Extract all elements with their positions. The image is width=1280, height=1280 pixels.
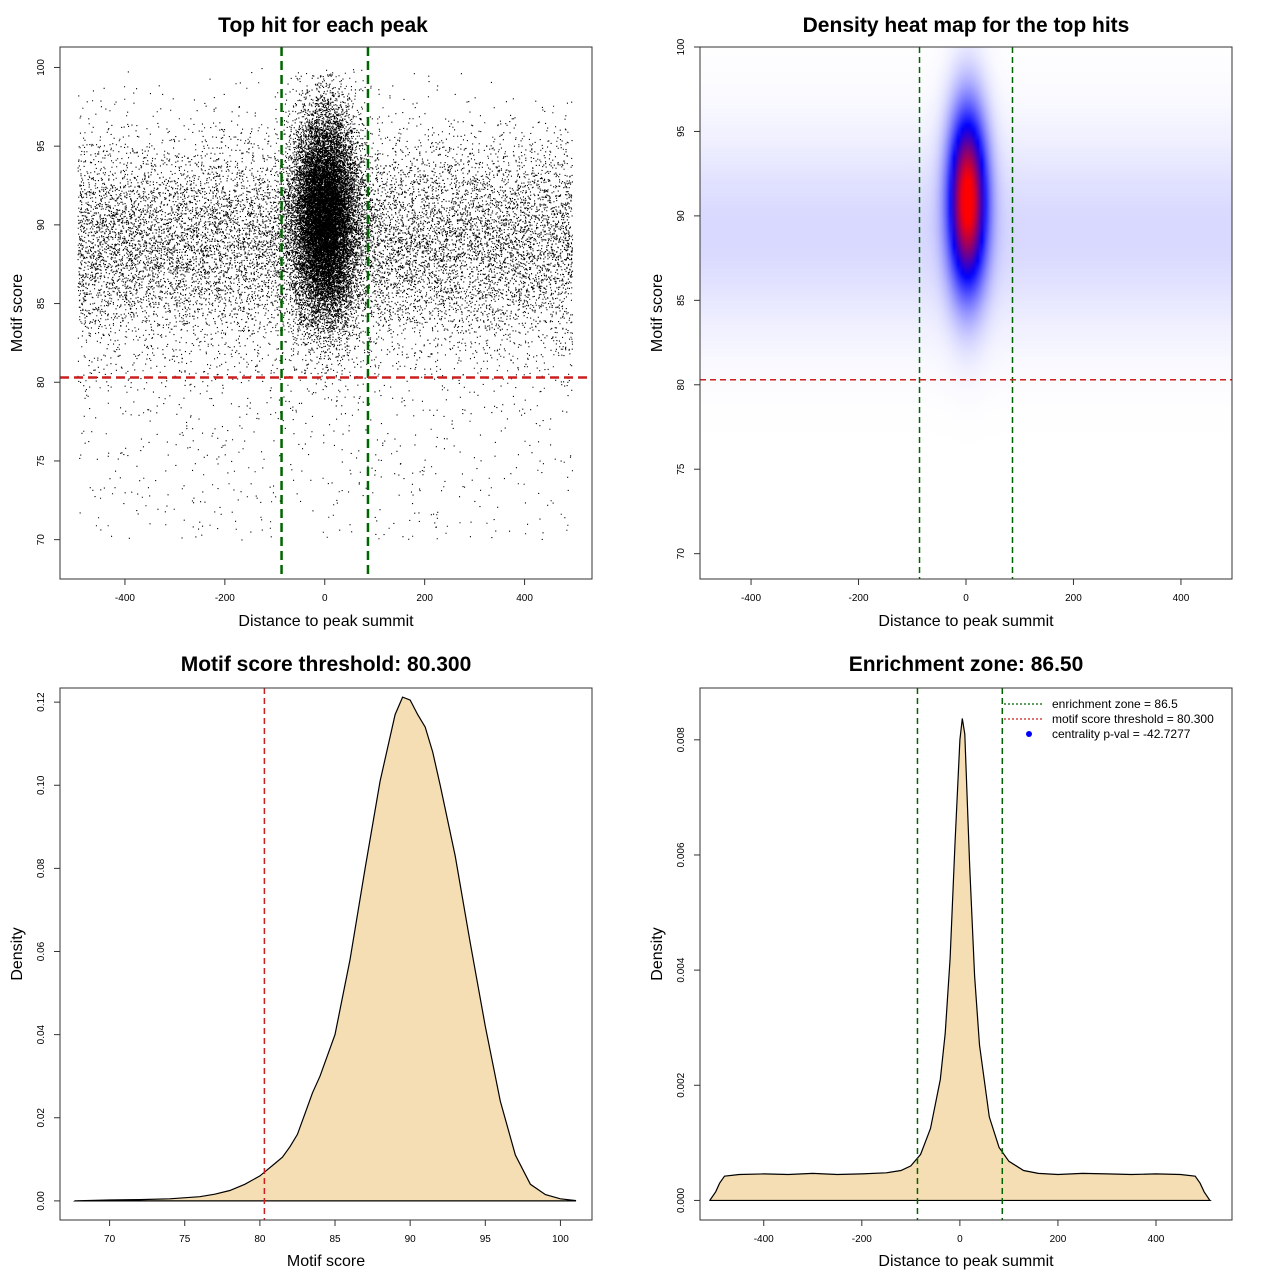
distance-density-y-tick-label: 0.008 (676, 727, 687, 752)
score-density-panel: Motif score threshold: 80.300 70 75 80 85 90… (9, 653, 593, 1270)
score-density-y-tick-label: 0.04 (36, 1024, 47, 1044)
score-density-y-tick-label: 0.06 (36, 941, 47, 961)
distance-density-x-tick-label: -200 (852, 1234, 872, 1245)
score-density-plot-frame (59, 687, 593, 1221)
heatmap-x-tick-label: 200 (1065, 593, 1082, 604)
scatter-x-tick-label: -200 (215, 593, 235, 604)
density-heatmap-image (700, 47, 1232, 579)
score-density-y-tick-label: 0.10 (36, 775, 47, 795)
scatter-y-tick-label: 80 (36, 376, 47, 388)
score-density-y-axis-label: Density (9, 927, 26, 980)
heatmap-cells (700, 47, 1232, 579)
distance-density-area (709, 718, 1211, 1202)
score-density-x-axis-label: Motif score (287, 1253, 365, 1270)
distance-density-x-tick-label: 400 (1148, 1234, 1165, 1245)
score-density-x-tick-label: 85 (329, 1234, 341, 1245)
scatter-y-tick-label: 100 (36, 59, 47, 76)
legend-centrality-label: centrality p-val = -42.7277 (1052, 727, 1191, 741)
heatmap-y-tick-label: 85 (676, 294, 687, 306)
heatmap-y-axis-label: Motif score (649, 274, 666, 352)
distance-density-panel: Enrichment zone: 86.50 -400 -200 0 200 400 0.… (649, 653, 1233, 1270)
distance-density-y-tick-label: 0.004 (676, 957, 687, 982)
scatter-point-cloud (77, 68, 574, 541)
distance-density-y-tick-label: 0.000 (676, 1187, 687, 1212)
score-density-y-tick-label: 0.08 (36, 858, 47, 878)
heatmap-panel: Density heat map for the top hits -400 -2… (649, 14, 1233, 630)
scatter-title: Top hit for each peak (218, 14, 428, 37)
scatter-x-axis-label: Distance to peak summit (238, 613, 414, 630)
scatter-x-tick-label: 200 (416, 593, 433, 604)
score-density-x-tick-label: 95 (480, 1234, 492, 1245)
distance-density-x-tick-label: -400 (754, 1234, 774, 1245)
scatter-y-tick-label: 75 (36, 455, 47, 467)
scatter-plot-frame (59, 46, 593, 580)
distance-density-title: Enrichment zone: 86.50 (849, 653, 1084, 676)
score-density-y-tick-label: 0.12 (36, 692, 47, 712)
scatter-y-tick-label: 95 (36, 140, 47, 152)
score-density-y-tick-label: 0.00 (36, 1191, 47, 1211)
scatter-points (77, 68, 574, 541)
scatter-y-tick-label: 85 (36, 298, 47, 310)
scatter-x-tick-label: 0 (322, 593, 328, 604)
scatter-y-tick-label: 70 (36, 534, 47, 546)
legend-threshold-label: motif score threshold = 80.300 (1052, 712, 1214, 726)
heatmap-x-tick-label: 0 (963, 593, 969, 604)
score-density-x-tick-label: 70 (104, 1234, 116, 1245)
heatmap-x-tick-label: -200 (849, 593, 869, 604)
legend-centrality-dot (1026, 731, 1032, 737)
scatter-y-tick-label: 90 (36, 219, 47, 231)
heatmap-x-tick-label: 400 (1173, 593, 1190, 604)
legend: enrichment zone = 86.5 motif score thres… (1004, 697, 1214, 741)
distance-density-y-tick-label: 0.002 (676, 1072, 687, 1097)
heatmap-y-tick-label: 90 (676, 210, 687, 222)
score-density-y-tick-label: 0.02 (36, 1108, 47, 1128)
scatter-panel: Top hit for each peak -400 -200 0 200 400 70 7… (9, 14, 593, 630)
distance-density-x-tick-label: 200 (1050, 1234, 1067, 1245)
distance-density-curve (709, 718, 1211, 1202)
distance-density-x-tick-label: 0 (957, 1234, 963, 1245)
score-density-curve (73, 696, 577, 1202)
distance-density-plot-frame (699, 687, 1233, 1221)
score-density-x-tick-label: 100 (552, 1234, 569, 1245)
heatmap-y-tick-label: 75 (676, 463, 687, 475)
heatmap-y-tick-label: 80 (676, 379, 687, 391)
score-density-title: Motif score threshold: 80.300 (181, 653, 472, 676)
heatmap-title: Density heat map for the top hits (803, 14, 1130, 37)
distance-density-y-tick-label: 0.006 (676, 842, 687, 867)
score-density-x-tick-label: 90 (405, 1234, 417, 1245)
heatmap-x-axis-label: Distance to peak summit (878, 613, 1054, 630)
score-density-x-tick-label: 80 (254, 1234, 266, 1245)
distance-density-x-axis-label: Distance to peak summit (878, 1253, 1054, 1270)
scatter-x-tick-label: -400 (115, 593, 135, 604)
heatmap-x-tick-label: -400 (741, 593, 761, 604)
score-density-x-tick-label: 75 (179, 1234, 191, 1245)
legend-enrichment-zone-label: enrichment zone = 86.5 (1052, 697, 1178, 711)
heatmap-y-tick-label: 95 (676, 125, 687, 137)
scatter-x-tick-label: 400 (516, 593, 533, 604)
heatmap-y-tick-label: 70 (676, 548, 687, 560)
heatmap-y-tick-label: 100 (676, 38, 687, 55)
scatter-y-axis-label: Motif score (9, 274, 26, 352)
score-density-area (73, 696, 577, 1202)
distance-density-y-axis-label: Density (649, 927, 666, 980)
